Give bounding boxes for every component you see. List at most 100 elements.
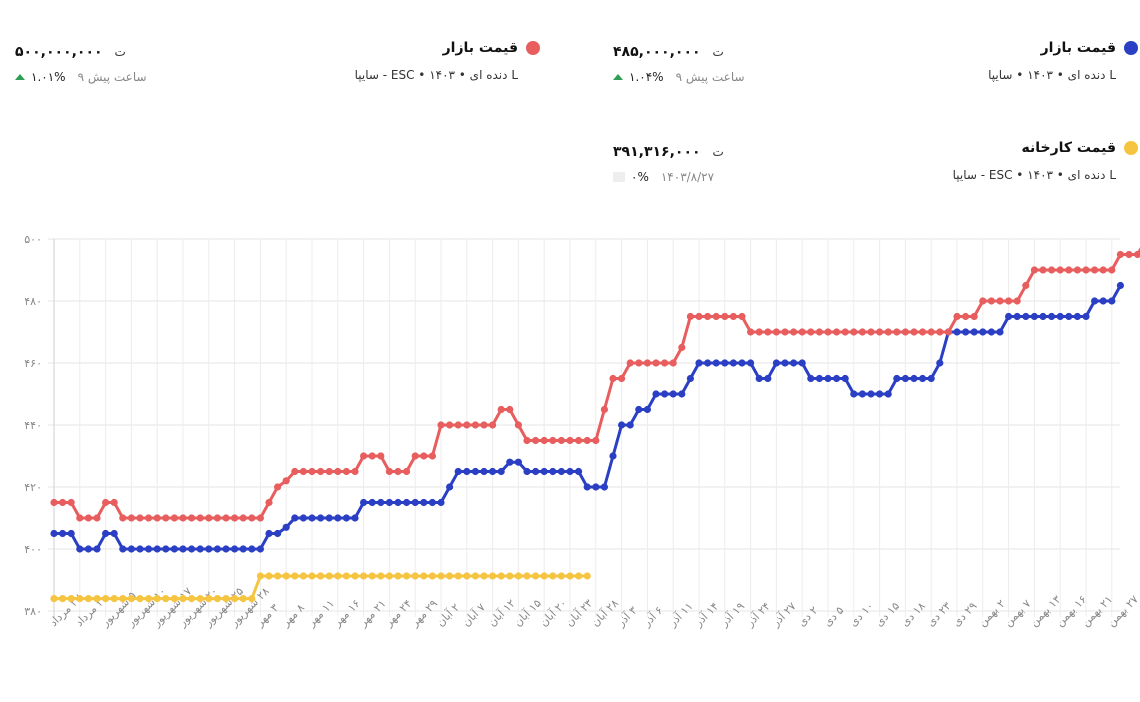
data-point[interactable]: [772, 328, 781, 336]
data-point[interactable]: [841, 374, 849, 383]
data-point[interactable]: [334, 572, 342, 580]
data-point[interactable]: [1005, 312, 1013, 321]
data-point[interactable]: [979, 328, 987, 336]
data-point[interactable]: [979, 297, 987, 305]
series-lines[interactable]: [50, 235, 1140, 603]
data-point[interactable]: [360, 498, 368, 507]
data-point[interactable]: [119, 595, 127, 603]
data-point[interactable]: [437, 572, 445, 580]
data-point[interactable]: [532, 467, 540, 476]
data-point[interactable]: [179, 514, 187, 522]
data-point[interactable]: [583, 572, 591, 580]
data-point[interactable]: [738, 312, 746, 321]
data-point[interactable]: [953, 328, 961, 336]
data-point[interactable]: [188, 514, 196, 522]
data-point[interactable]: [996, 297, 1004, 305]
data-point[interactable]: [471, 421, 479, 429]
data-point[interactable]: [342, 514, 350, 522]
data-point[interactable]: [919, 374, 927, 383]
data-point[interactable]: [532, 436, 540, 445]
data-point[interactable]: [59, 595, 67, 603]
data-point[interactable]: [463, 467, 471, 476]
data-point[interactable]: [446, 483, 454, 491]
data-point[interactable]: [76, 514, 84, 522]
data-point[interactable]: [497, 572, 505, 580]
data-point[interactable]: [377, 572, 385, 580]
data-point[interactable]: [291, 467, 299, 476]
data-point[interactable]: [454, 572, 462, 580]
data-point[interactable]: [549, 572, 557, 580]
data-point[interactable]: [781, 359, 789, 367]
data-point[interactable]: [248, 545, 256, 553]
data-point[interactable]: [1116, 250, 1124, 259]
data-point[interactable]: [403, 498, 411, 507]
data-point[interactable]: [815, 374, 824, 383]
data-point[interactable]: [575, 467, 583, 476]
data-point[interactable]: [222, 545, 230, 553]
data-point[interactable]: [50, 529, 58, 538]
data-point[interactable]: [704, 312, 712, 321]
data-point[interactable]: [489, 572, 497, 580]
data-point[interactable]: [480, 467, 488, 476]
data-point[interactable]: [403, 467, 411, 476]
data-point[interactable]: [145, 545, 153, 553]
data-point[interactable]: [1022, 312, 1030, 321]
data-point[interactable]: [93, 595, 101, 603]
series-line[interactable]: [50, 235, 1140, 522]
data-point[interactable]: [317, 572, 325, 580]
data-point[interactable]: [299, 514, 307, 522]
data-point[interactable]: [196, 595, 204, 603]
data-point[interactable]: [540, 572, 548, 580]
data-point[interactable]: [876, 328, 884, 336]
data-point[interactable]: [274, 572, 282, 580]
data-point[interactable]: [248, 514, 256, 522]
data-point[interactable]: [1116, 281, 1124, 290]
data-point[interactable]: [334, 467, 342, 476]
data-point[interactable]: [342, 572, 350, 580]
data-point[interactable]: [411, 498, 419, 507]
data-point[interactable]: [919, 328, 927, 336]
data-point[interactable]: [162, 545, 170, 553]
data-point[interactable]: [652, 390, 660, 398]
data-point[interactable]: [962, 312, 970, 321]
data-point[interactable]: [67, 529, 75, 538]
data-point[interactable]: [970, 312, 978, 321]
data-point[interactable]: [213, 514, 221, 522]
data-point[interactable]: [618, 374, 626, 383]
data-point[interactable]: [566, 436, 574, 445]
data-point[interactable]: [781, 328, 789, 336]
data-point[interactable]: [239, 545, 247, 553]
data-point[interactable]: [446, 421, 454, 429]
data-point[interactable]: [1125, 250, 1133, 259]
data-point[interactable]: [308, 467, 316, 476]
data-point[interactable]: [1134, 250, 1140, 259]
data-point[interactable]: [807, 328, 815, 336]
data-point[interactable]: [334, 514, 342, 522]
data-point[interactable]: [721, 312, 729, 321]
data-point[interactable]: [420, 572, 428, 580]
data-point[interactable]: [1108, 266, 1116, 274]
data-point[interactable]: [394, 498, 402, 507]
data-point[interactable]: [575, 572, 583, 580]
data-point[interactable]: [944, 328, 953, 336]
data-point[interactable]: [1065, 312, 1073, 321]
data-point[interactable]: [411, 572, 419, 580]
data-point[interactable]: [609, 374, 617, 383]
data-point[interactable]: [170, 595, 178, 603]
data-point[interactable]: [755, 374, 763, 383]
data-point[interactable]: [1005, 297, 1013, 305]
data-point[interactable]: [102, 529, 110, 538]
data-point[interactable]: [1065, 266, 1073, 274]
data-point[interactable]: [179, 595, 187, 603]
data-point[interactable]: [987, 297, 996, 305]
data-point[interactable]: [368, 452, 376, 460]
data-point[interactable]: [317, 514, 325, 522]
data-point[interactable]: [523, 467, 531, 476]
data-point[interactable]: [282, 572, 290, 580]
data-point[interactable]: [833, 328, 841, 336]
data-point[interactable]: [248, 595, 256, 603]
data-point[interactable]: [454, 421, 462, 429]
data-point[interactable]: [764, 328, 772, 336]
data-point[interactable]: [936, 328, 944, 336]
data-point[interactable]: [962, 328, 970, 336]
